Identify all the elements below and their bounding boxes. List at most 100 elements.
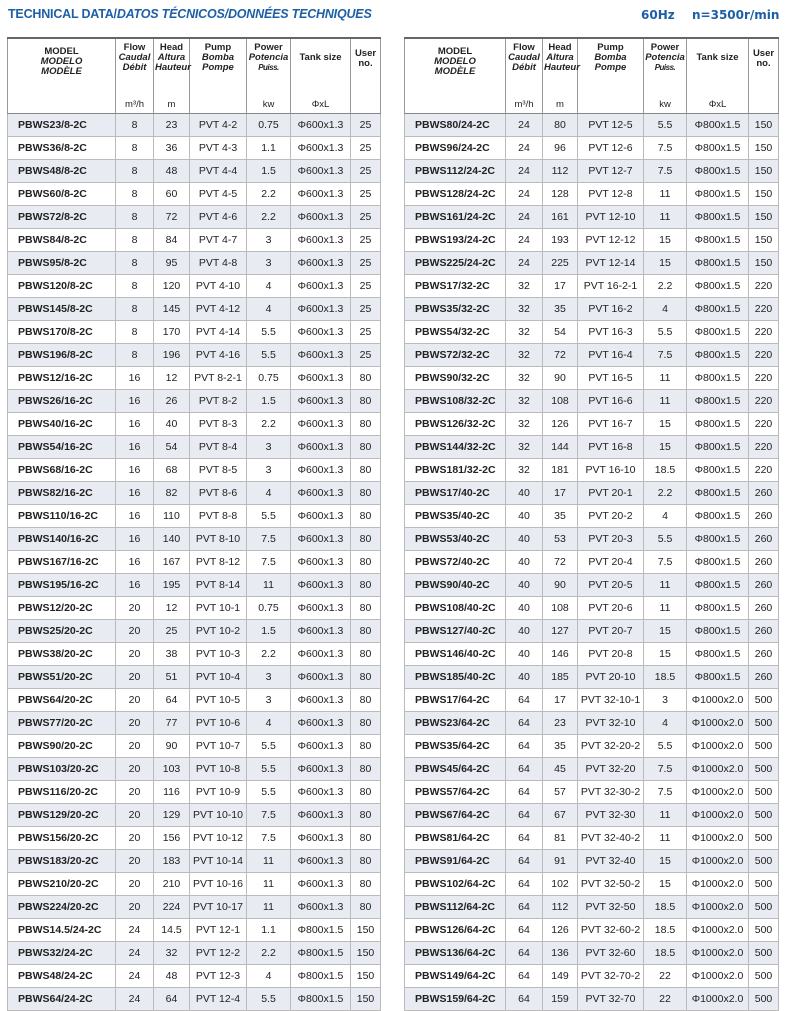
cell-tank-size: Φ800x1.5 xyxy=(686,573,749,597)
cell-flow: 20 xyxy=(115,688,154,712)
cell-power: 3 xyxy=(246,435,291,459)
cell-users: 80 xyxy=(350,596,381,620)
cell-head: 23 xyxy=(153,113,190,137)
cell-users: 260 xyxy=(748,619,779,643)
cell-model: PBWS181/32-2C xyxy=(404,458,506,482)
table-row: PBWS161/24-2C 24 161 PVT 12-10 11 Φ800x1.5 150 xyxy=(404,205,779,229)
cell-model: PBWS146/40-2C xyxy=(404,642,506,666)
cell-users: 500 xyxy=(748,964,779,988)
cell-head: 185 xyxy=(542,665,578,689)
cell-flow: 20 xyxy=(115,872,154,896)
cell-head: 103 xyxy=(153,757,190,781)
table-row: PBWS210/20-2C 20 210 PVT 10-16 11 Φ600x1.3 80 xyxy=(7,872,381,896)
cell-tank-size: Φ1000x2.0 xyxy=(686,826,749,850)
table-row: PBWS110/16-2C 16 110 PVT 8-8 5.5 Φ600x1.3 80 xyxy=(7,504,381,528)
cell-users: 500 xyxy=(748,918,779,942)
cell-pump: PVT 20-3 xyxy=(577,527,644,551)
cell-tank-size: Φ800x1.5 xyxy=(686,343,749,367)
cell-pump: PVT 10-3 xyxy=(189,642,247,666)
cell-model: PBWS48/24-2C xyxy=(7,964,116,988)
header-text: Hauteur xyxy=(155,62,191,73)
cell-flow: 64 xyxy=(505,711,543,735)
cell-pump: PVT 8-3 xyxy=(189,412,247,436)
cell-model: PBWS103/20-2C xyxy=(7,757,116,781)
cell-head: 38 xyxy=(153,642,190,666)
cell-pump: PVT 8-8 xyxy=(189,504,247,528)
cell-model: PBWS96/24-2C xyxy=(404,136,506,160)
cell-flow: 20 xyxy=(115,803,154,827)
cell-users: 220 xyxy=(748,343,779,367)
cell-users: 260 xyxy=(748,573,779,597)
cell-power: 4 xyxy=(246,297,291,321)
cell-users: 80 xyxy=(350,619,381,643)
cell-flow: 40 xyxy=(505,550,543,574)
cell-tank-size: Φ800x1.5 xyxy=(686,320,749,344)
cell-model: PBWS149/64-2C xyxy=(404,964,506,988)
table-row: PBWS38/20-2C 20 38 PVT 10-3 2.2 Φ600x1.3 80 xyxy=(7,642,381,666)
cell-pump: PVT 10-5 xyxy=(189,688,247,712)
cell-pump: PVT 16-5 xyxy=(577,366,644,390)
cell-tank-size: Φ1000x2.0 xyxy=(686,803,749,827)
cell-model: PBWS102/64-2C xyxy=(404,872,506,896)
table-row: PBWS17/40-2C 40 17 PVT 20-1 2.2 Φ800x1.5 260 xyxy=(404,481,779,505)
cell-tank-size: Φ600x1.3 xyxy=(290,619,351,643)
cell-head: 23 xyxy=(542,711,578,735)
cell-pump: PVT 32-70 xyxy=(577,987,644,1011)
header-text: Head xyxy=(159,42,184,53)
cell-flow: 8 xyxy=(115,251,154,275)
cell-power: 2.2 xyxy=(643,274,687,298)
table-row: PBWS146/40-2C 40 146 PVT 20-8 15 Φ800x1.5 260 xyxy=(404,642,779,666)
unit-pump xyxy=(189,95,247,114)
cell-head: 116 xyxy=(153,780,190,804)
table-row: PBWS51/20-2C 20 51 PVT 10-4 3 Φ600x1.3 80 xyxy=(7,665,381,689)
cell-model: PBWS17/40-2C xyxy=(404,481,506,505)
table-row: PBWS170/8-2C 8 170 PVT 4-14 5.5 Φ600x1.3 25 xyxy=(7,320,381,344)
cell-tank-size: Φ1000x2.0 xyxy=(686,987,749,1011)
table-row: PBWS129/20-2C 20 129 PVT 10-10 7.5 Φ600x1.3 80 xyxy=(7,803,381,827)
cell-users: 25 xyxy=(350,251,381,275)
table-row: PBWS80/24-2C 24 80 PVT 12-5 5.5 Φ800x1.5 150 xyxy=(404,113,779,137)
cell-pump: PVT 20-7 xyxy=(577,619,644,643)
cell-model: PBWS126/32-2C xyxy=(404,412,506,436)
cell-tank-size: Φ800x1.5 xyxy=(686,274,749,298)
cell-users: 25 xyxy=(350,320,381,344)
table-row: PBWS77/20-2C 20 77 PVT 10-6 4 Φ600x1.3 80 xyxy=(7,711,381,735)
unit-tank: ΦxL xyxy=(686,95,749,114)
cell-flow: 64 xyxy=(505,826,543,850)
cell-head: 127 xyxy=(542,619,578,643)
cell-head: 126 xyxy=(542,918,578,942)
cell-pump: PVT 16-6 xyxy=(577,389,644,413)
header-text: MODEL xyxy=(437,46,473,57)
cell-flow: 24 xyxy=(505,159,543,183)
cell-flow: 24 xyxy=(115,941,154,965)
cell-flow: 16 xyxy=(115,504,154,528)
cell-power: 4 xyxy=(643,711,687,735)
cell-flow: 8 xyxy=(115,343,154,367)
cell-pump: PVT 32-40 xyxy=(577,849,644,873)
unit-flow: m³/h xyxy=(115,95,154,114)
cell-power: 15 xyxy=(643,642,687,666)
cell-tank-size: Φ1000x2.0 xyxy=(686,964,749,988)
cell-users: 80 xyxy=(350,688,381,712)
cell-flow: 64 xyxy=(505,849,543,873)
cell-pump: PVT 8-2-1 xyxy=(189,366,247,390)
cell-model: PBWS116/20-2C xyxy=(7,780,116,804)
cell-pump: PVT 12-12 xyxy=(577,228,644,252)
cell-power: 5.5 xyxy=(643,113,687,137)
spec-table-right: MODEL MODELO MODÈLE Flow Caudal Débit Head Al… xyxy=(404,37,779,1011)
cell-tank-size: Φ1000x2.0 xyxy=(686,918,749,942)
header-pump: Pump Bomba Pompe xyxy=(189,37,247,95)
header-text: Pump xyxy=(204,42,232,53)
cell-tank-size: Φ800x1.5 xyxy=(686,550,749,574)
cell-power: 7.5 xyxy=(643,757,687,781)
cell-power: 3 xyxy=(246,665,291,689)
cell-tank-size: Φ800x1.5 xyxy=(686,113,749,137)
cell-tank-size: Φ800x1.5 xyxy=(686,297,749,321)
header-text: Potencia xyxy=(248,52,289,63)
cell-tank-size: Φ600x1.3 xyxy=(290,872,351,896)
cell-flow: 64 xyxy=(505,734,543,758)
cell-head: 14.5 xyxy=(153,918,190,942)
cell-pump: PVT 20-6 xyxy=(577,596,644,620)
cell-tank-size: Φ800x1.5 xyxy=(686,435,749,459)
cell-flow: 8 xyxy=(115,274,154,298)
